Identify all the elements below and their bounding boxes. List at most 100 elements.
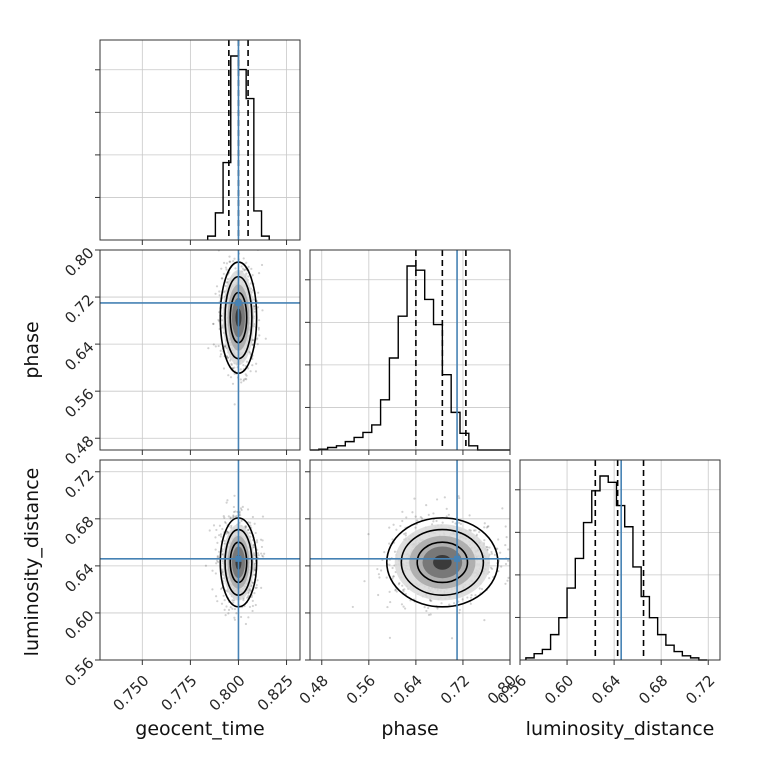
sample-point	[233, 616, 236, 619]
density-level	[433, 554, 452, 570]
sample-point	[388, 526, 391, 529]
sample-point	[491, 567, 494, 570]
sample-point	[261, 539, 264, 542]
sample-point	[225, 355, 229, 358]
sample-point	[223, 516, 226, 519]
sample-point	[215, 528, 218, 532]
scatter-layer	[100, 460, 300, 660]
y-tick-label: 0.80	[61, 244, 97, 280]
sample-point	[218, 290, 221, 293]
sample-point	[239, 368, 242, 371]
sample-point	[216, 556, 219, 559]
sample-point	[423, 606, 426, 609]
sample-point	[231, 599, 234, 602]
sample-point	[483, 539, 486, 542]
sample-point	[367, 533, 370, 536]
sample-point	[470, 594, 473, 597]
sample-point	[223, 598, 226, 602]
sample-point	[239, 507, 243, 510]
sample-point	[448, 603, 451, 606]
sample-point	[260, 545, 264, 549]
sample-point	[225, 268, 228, 271]
sample-point	[388, 563, 391, 566]
sample-point	[251, 343, 254, 346]
sample-point	[504, 562, 508, 566]
sample-point	[235, 247, 237, 249]
sample-point	[229, 516, 232, 519]
sample-point	[489, 566, 493, 569]
truth-marker	[454, 555, 461, 562]
sample-point	[258, 334, 261, 337]
scatter-layer	[310, 460, 531, 660]
sample-point	[232, 210, 234, 212]
sample-point	[233, 403, 236, 406]
sample-point	[243, 525, 247, 528]
sample-point	[232, 505, 236, 509]
sample-point	[264, 337, 267, 340]
histogram-luminosity_distance	[525, 475, 708, 661]
y-tick-label: 0.64	[61, 338, 97, 374]
sample-point	[207, 347, 210, 350]
contour	[385, 517, 499, 608]
sample-point	[507, 576, 510, 579]
sample-point	[256, 306, 260, 309]
sample-point	[224, 266, 228, 269]
sample-point	[219, 349, 222, 352]
sample-point	[478, 587, 481, 590]
sample-point	[493, 553, 497, 556]
sample-point	[224, 345, 227, 348]
sample-point	[420, 517, 424, 520]
sample-point	[217, 344, 220, 348]
sample-point	[225, 262, 229, 265]
sample-point	[488, 546, 491, 549]
sample-point	[392, 523, 395, 526]
x-tick-label: 0.72	[682, 672, 718, 708]
sample-point	[204, 564, 208, 567]
sample-point	[240, 508, 243, 512]
sample-point	[252, 546, 256, 549]
sample-point	[260, 586, 263, 589]
sample-point	[225, 281, 228, 284]
sample-point	[478, 530, 481, 534]
sample-point	[485, 526, 488, 529]
sample-point	[249, 370, 252, 373]
sample-point	[490, 552, 494, 555]
sample-point	[251, 599, 254, 602]
x-tick-label: 0.64	[390, 672, 426, 708]
y-tick-label: 0.72	[61, 291, 97, 327]
sample-point	[435, 519, 438, 523]
sample-point	[436, 607, 439, 610]
sample-point	[232, 260, 235, 263]
sample-point	[242, 599, 245, 602]
sample-point	[227, 515, 230, 518]
panel-frame	[309, 249, 511, 451]
sample-point	[220, 535, 223, 538]
sample-point	[233, 366, 236, 369]
panel-luminosity_distance-vs-phase: 0.48 0.56 0.64 0.72 0.80	[296, 459, 531, 708]
sample-point	[241, 505, 244, 509]
sample-point	[230, 363, 233, 366]
sample-point	[401, 510, 404, 513]
sample-point	[249, 521, 252, 524]
sample-point	[404, 534, 407, 537]
sample-point	[214, 536, 217, 539]
sample-point	[414, 515, 417, 518]
sample-point	[225, 530, 229, 533]
x-tick-label: 0.72	[437, 672, 473, 708]
sample-point	[261, 309, 264, 312]
sample-point	[394, 588, 397, 591]
sample-point	[251, 274, 254, 277]
sample-point	[225, 589, 228, 592]
sample-point	[474, 594, 477, 597]
sample-point	[229, 359, 232, 362]
sample-point	[483, 522, 486, 525]
sample-point	[516, 552, 518, 554]
truth-marker	[235, 555, 242, 562]
sample-point	[497, 538, 500, 541]
sample-point	[224, 521, 227, 525]
sample-point	[529, 540, 531, 542]
sample-point	[257, 328, 260, 331]
sample-point	[212, 322, 215, 326]
sample-point	[224, 520, 227, 524]
